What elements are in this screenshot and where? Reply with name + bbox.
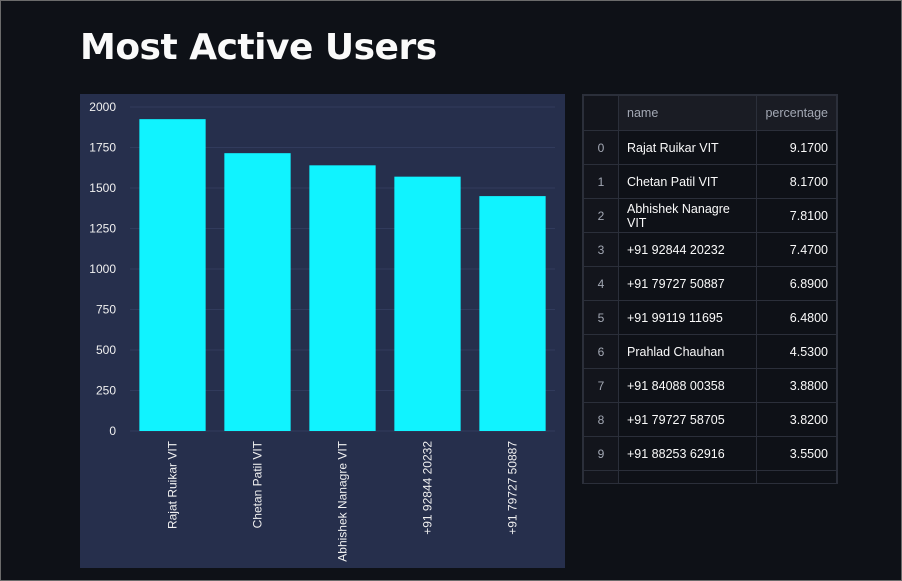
row-index: 0	[583, 130, 619, 165]
table-row[interactable]: 9 +91 88253 62916 3.5500	[583, 436, 837, 471]
percentage-cell: 3.8200	[756, 402, 837, 437]
percentage-cell: 3.5500	[756, 436, 837, 471]
percentage-cell: 7.4700	[756, 232, 837, 267]
bar	[139, 119, 206, 432]
row-index: 8	[583, 402, 619, 437]
row-index: 3	[583, 232, 619, 267]
table-row[interactable]: 8 +91 79727 58705 3.8200	[583, 402, 837, 437]
bar-chart[interactable]: 0 250 500 750 1000 1250 1500 1750 2000 Rajat Ruik…	[80, 94, 565, 568]
table-row[interactable]: 0 Rajat Ruikar VIT 9.1700	[583, 130, 837, 165]
filler-cell	[583, 470, 619, 484]
y-tick-label: 250	[96, 384, 116, 398]
y-tick-label: 1750	[89, 141, 116, 155]
x-tick-label: Chetan Patil VIT	[251, 440, 265, 528]
filler-cell	[617, 470, 758, 484]
table-row[interactable]: 1 Chetan Patil VIT 8.1700	[583, 164, 837, 199]
table-header-row: name percentage	[583, 95, 837, 131]
x-tick-label: +91 79727 50887	[506, 441, 520, 535]
table-row[interactable]: 4 +91 79727 50887 6.8900	[583, 266, 837, 301]
percentage-cell: 6.8900	[756, 266, 837, 301]
y-tick-label: 1250	[89, 222, 116, 236]
percentage-column-header[interactable]: percentage	[756, 95, 837, 131]
row-index: 2	[583, 198, 619, 233]
filler-cell	[756, 470, 837, 484]
y-tick-label: 500	[96, 343, 116, 357]
y-tick-label: 2000	[89, 100, 116, 114]
bar-chart-svg: 0 250 500 750 1000 1250 1500 1750 2000 Rajat Ruik…	[89, 100, 555, 562]
y-tick-label: 1500	[89, 181, 116, 195]
table-filler-row	[583, 470, 837, 484]
x-tick-label: +91 92844 20232	[421, 441, 435, 535]
percentage-cell: 6.4800	[756, 300, 837, 335]
user-name-cell: Rajat Ruikar VIT	[617, 130, 758, 165]
row-index: 7	[583, 368, 619, 403]
data-table[interactable]: name percentage 0 Rajat Ruikar VIT 9.1700 1…	[582, 94, 838, 484]
user-name-cell: Prahlad Chauhan	[617, 334, 758, 369]
user-name-cell: +91 79727 58705	[617, 402, 758, 437]
name-column-header[interactable]: name	[617, 95, 758, 131]
y-tick-label: 1000	[89, 262, 116, 276]
user-name-cell: +91 88253 62916	[617, 436, 758, 471]
page-title: Most Active Users	[80, 27, 437, 68]
table-row[interactable]: 5 +91 99119 11695 6.4800	[583, 300, 837, 335]
percentage-cell: 8.1700	[756, 164, 837, 199]
user-name-cell: +91 84088 00358	[617, 368, 758, 403]
table-row[interactable]: 7 +91 84088 00358 3.8800	[583, 368, 837, 403]
percentage-cell: 7.8100	[756, 198, 837, 233]
index-column-header[interactable]	[583, 95, 619, 131]
table-row[interactable]: 2 Abhishek Nanagre VIT 7.8100	[583, 198, 837, 233]
row-index: 4	[583, 266, 619, 301]
row-index: 5	[583, 300, 619, 335]
x-tick-label: Abhishek Nanagre VIT	[336, 440, 350, 561]
table-row[interactable]: 6 Prahlad Chauhan 4.5300	[583, 334, 837, 369]
percentage-cell: 9.1700	[756, 130, 837, 165]
user-name-cell: Abhishek Nanagre VIT	[617, 198, 758, 233]
row-index: 1	[583, 164, 619, 199]
percentage-cell: 4.5300	[756, 334, 837, 369]
user-name-cell: Chetan Patil VIT	[617, 164, 758, 199]
x-tick-label: Rajat Ruikar VIT	[166, 440, 180, 529]
percentage-cell: 3.8800	[756, 368, 837, 403]
bar	[224, 153, 291, 432]
y-tick-label: 0	[109, 424, 116, 438]
bar	[309, 165, 376, 431]
row-index: 9	[583, 436, 619, 471]
row-index: 6	[583, 334, 619, 369]
table-row[interactable]: 3 +91 92844 20232 7.4700	[583, 232, 837, 267]
bar	[394, 176, 461, 431]
user-name-cell: +91 79727 50887	[617, 266, 758, 301]
user-name-cell: +91 99119 11695	[617, 300, 758, 335]
user-name-cell: +91 92844 20232	[617, 232, 758, 267]
bar	[479, 196, 546, 431]
y-tick-label: 750	[96, 303, 116, 317]
